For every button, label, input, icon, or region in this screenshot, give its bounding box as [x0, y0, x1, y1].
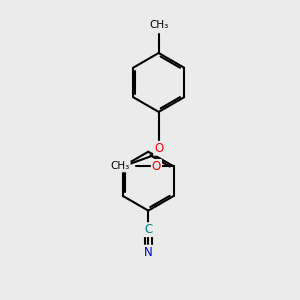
Text: N: N — [144, 246, 153, 259]
Text: O: O — [152, 160, 161, 173]
Text: CH₃: CH₃ — [149, 20, 168, 30]
Text: C: C — [144, 223, 152, 236]
Text: O: O — [154, 142, 163, 155]
Text: CH₃: CH₃ — [110, 161, 130, 172]
